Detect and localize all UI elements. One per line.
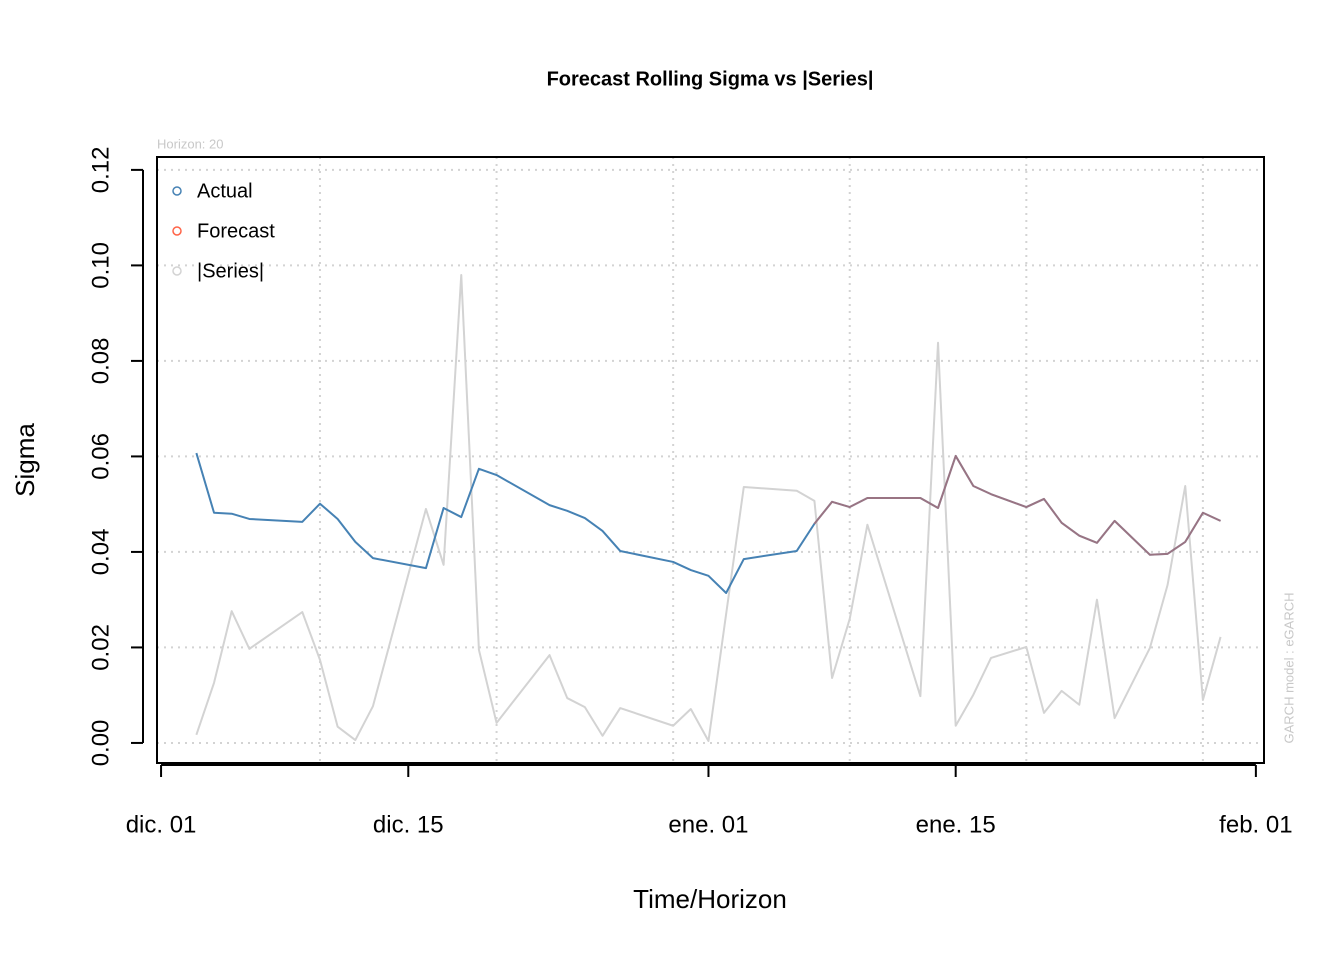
y-tick-label: 0.08 — [87, 338, 114, 385]
legend-marker — [172, 226, 182, 236]
series-line — [813, 454, 1221, 556]
y-tick-label: 0.02 — [87, 624, 114, 671]
x-tick-label: ene. 01 — [668, 811, 748, 838]
legend-marker — [172, 186, 182, 196]
y-tick-label: 0.04 — [87, 529, 114, 576]
legend-label: |Series| — [197, 260, 264, 282]
legend-label: Actual — [197, 180, 253, 202]
plot-frame — [156, 156, 1265, 764]
x-axis-label: Time/Horizon — [633, 884, 787, 914]
legend-marker — [172, 266, 182, 276]
chart-title: Forecast Rolling Sigma vs |Series| — [547, 68, 874, 90]
legend-label: Forecast — [197, 220, 275, 242]
x-tick-label: dic. 01 — [126, 811, 197, 838]
series-line — [195, 273, 1222, 743]
x-tick-label: feb. 01 — [1219, 811, 1292, 838]
x-tick-label: dic. 15 — [373, 811, 444, 838]
y-axis-label: Sigma — [10, 423, 40, 497]
annotation: Horizon: 20 — [157, 136, 223, 151]
x-tick-label: ene. 15 — [916, 811, 996, 838]
y-tick-label: 0.10 — [87, 242, 114, 289]
y-tick-label: 0.06 — [87, 433, 114, 480]
series-line — [195, 452, 1221, 594]
y-tick-label: 0.12 — [87, 147, 114, 194]
annotation: GARCH model : eGARCH — [1281, 593, 1296, 744]
y-tick-label: 0.00 — [87, 720, 114, 767]
